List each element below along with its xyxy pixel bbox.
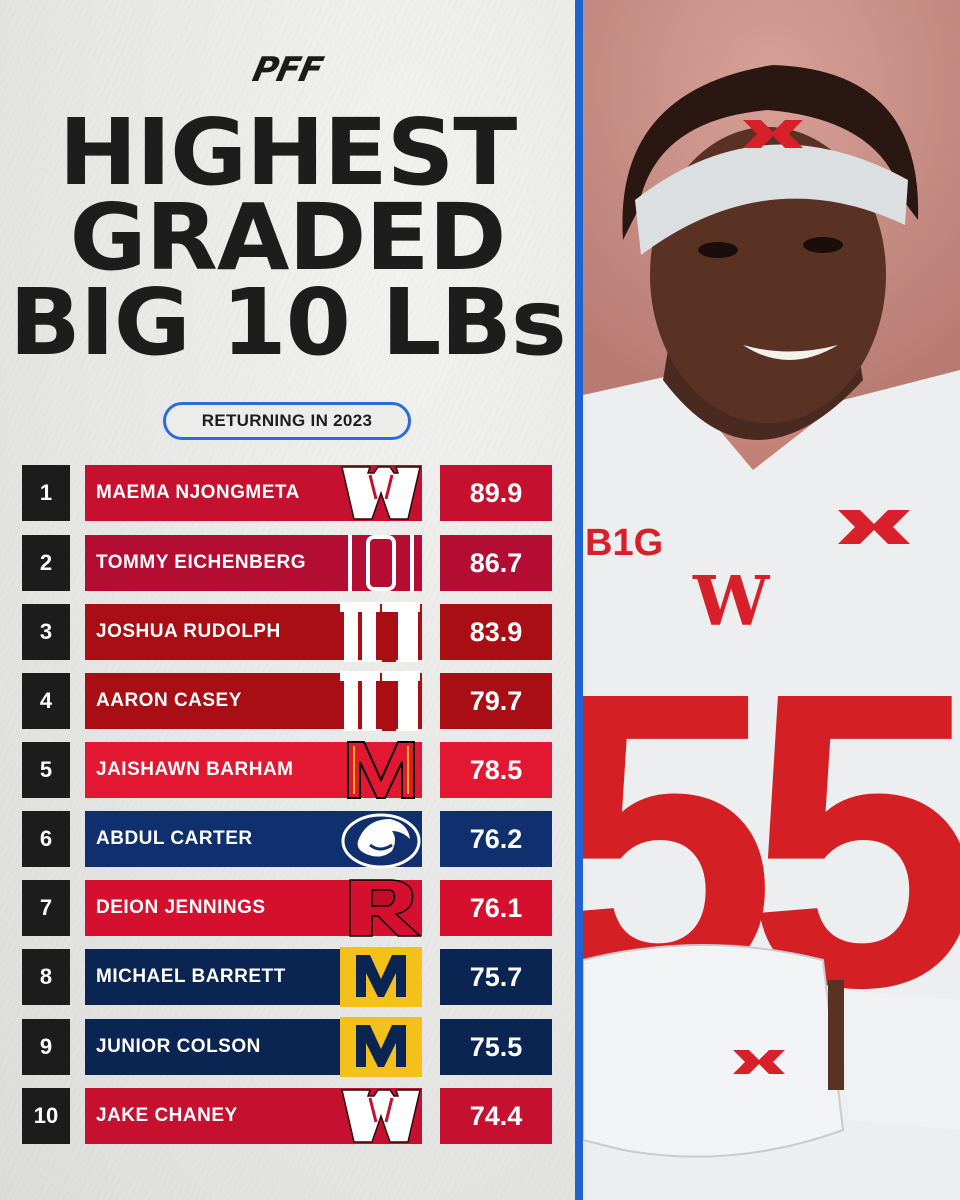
svg-text:W: W	[692, 562, 771, 642]
player-grade: 79.7	[440, 673, 552, 729]
rank-number: 1	[22, 465, 70, 521]
ranking-row-3: 3 JOSHUA RUDOLPH 83.9	[22, 602, 552, 662]
rank-number: 2	[22, 535, 70, 591]
ranking-row-8: 8 MICHAEL BARRETT 75.7	[22, 947, 552, 1007]
title-line-3: BIG 10 LBs	[9, 269, 566, 376]
player-name: TOMMY EICHENBERG	[96, 552, 306, 573]
player-grade: 74.4	[440, 1088, 552, 1144]
pff-logo: PFF	[249, 50, 326, 90]
ranking-row-7: 7 DEION JENNINGS 76.1	[22, 878, 552, 938]
player-grade: 86.7	[440, 535, 552, 591]
ranking-row-9: 9 JUNIOR COLSON 75.5	[22, 1017, 552, 1077]
wisconsin-w-logo-icon	[340, 1086, 422, 1146]
title-line-1: HIGHEST	[58, 99, 518, 206]
indiana-iu-logo-icon	[340, 602, 422, 662]
penn-state-lion-logo-icon	[340, 809, 422, 869]
rank-number: 6	[22, 811, 70, 867]
player-name: AARON CASEY	[96, 690, 242, 711]
player-grade: 78.5	[440, 742, 552, 798]
player-grade: 75.7	[440, 949, 552, 1005]
michigan-m-logo-icon	[340, 947, 422, 1007]
subtitle-pill: RETURNING IN 2023	[163, 402, 411, 440]
rank-number: 9	[22, 1019, 70, 1075]
player-name: JAKE CHANEY	[96, 1105, 238, 1126]
wisconsin-w-logo-icon	[340, 463, 422, 523]
player-name: JAISHAWN BARHAM	[96, 759, 294, 780]
ranking-row-5: 5 JAISHAWN BARHAM 78.5	[22, 740, 552, 800]
svg-text:B1G: B1G	[585, 522, 663, 564]
page-title: HIGHEST GRADED BIG 10 LBs	[0, 99, 575, 376]
player-grade: 89.9	[440, 465, 552, 521]
ranking-row-6: 6 ABDUL CARTER 76.2	[22, 809, 552, 869]
ranking-row-2: 2 TOMMY EICHENBERG 86.7	[22, 535, 552, 591]
player-name: ABDUL CARTER	[96, 828, 253, 849]
player-name: DEION JENNINGS	[96, 897, 266, 918]
player-photo: B1G W 55	[583, 0, 960, 1200]
maryland-m-logo-icon	[340, 740, 422, 800]
player-name: JUNIOR COLSON	[96, 1036, 261, 1057]
rank-number: 4	[22, 673, 70, 729]
rutgers-r-logo-icon	[340, 878, 422, 938]
player-grade: 75.5	[440, 1019, 552, 1075]
player-grade: 76.1	[440, 880, 552, 936]
player-photo-illustration: B1G W 55	[583, 0, 960, 1200]
rank-number: 7	[22, 880, 70, 936]
player-name: MICHAEL BARRETT	[96, 966, 286, 987]
title-line-2: GRADED	[69, 184, 507, 291]
player-name: MAEMA NJONGMETA	[96, 482, 300, 503]
player-name: JOSHUA RUDOLPH	[96, 621, 281, 642]
rankings-panel: PFF HIGHEST GRADED BIG 10 LBs RETURNING …	[0, 0, 575, 1200]
ohio-state-o-logo-icon	[340, 533, 422, 593]
ranking-row-4: 4 AARON CASEY 79.7	[22, 671, 552, 731]
player-grade: 76.2	[440, 811, 552, 867]
player-grade: 83.9	[440, 604, 552, 660]
ranking-row-10: 10 JAKE CHANEY 74.4	[22, 1088, 552, 1144]
rank-number: 10	[22, 1088, 70, 1144]
blue-divider	[575, 0, 583, 1200]
indiana-iu-logo-icon	[340, 671, 422, 731]
ranking-row-1: 1 MAEMA NJONGMETA 89.9	[22, 465, 552, 521]
rank-number: 5	[22, 742, 70, 798]
rank-number: 8	[22, 949, 70, 1005]
michigan-m-logo-icon	[340, 1017, 422, 1077]
rank-number: 3	[22, 604, 70, 660]
